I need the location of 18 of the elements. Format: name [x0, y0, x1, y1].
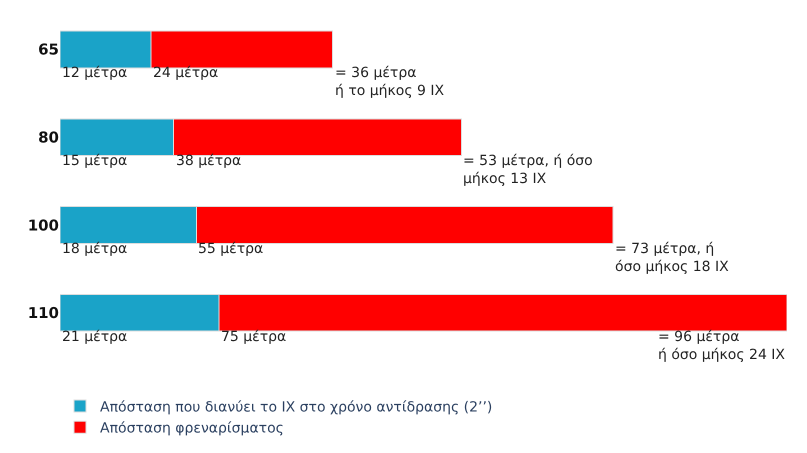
total-label: = 96 μέτρα ή όσο μήκος 24 ΙΧ	[658, 329, 786, 364]
data-label: 12 μέτρα	[62, 65, 128, 81]
y-tick-label: 100	[28, 216, 59, 234]
data-label: 75 μέτρα	[221, 329, 286, 345]
total-label: = 36 μέτρα ή το μήκος 9 ΙΧ	[335, 65, 445, 100]
data-label: 18 μέτρα	[62, 241, 128, 257]
data-label: 15 μέτρα	[62, 153, 128, 169]
data-label: 21 μέτρα	[62, 329, 128, 345]
legend-label: Απόσταση που διανύει το ΙΧ στο χρόνο αντίδρασης (2’’)	[100, 400, 492, 416]
y-tick-label: 80	[38, 128, 59, 147]
data-label: 38 μέτρα	[176, 153, 242, 169]
total-label: = 73 μέτρα, ή όσο μήκος 18 ΙΧ	[615, 241, 730, 276]
y-tick-label: 110	[28, 304, 59, 322]
y-tick-label: 65	[38, 40, 59, 59]
total-label: = 53 μέτρα, ή όσο μήκος 13 ΙΧ	[463, 153, 593, 188]
data-label: 55 μέτρα	[198, 241, 264, 257]
legend-label: Απόσταση φρεναρίσματος	[100, 420, 284, 437]
data-label: 24 μέτρα	[153, 65, 218, 81]
